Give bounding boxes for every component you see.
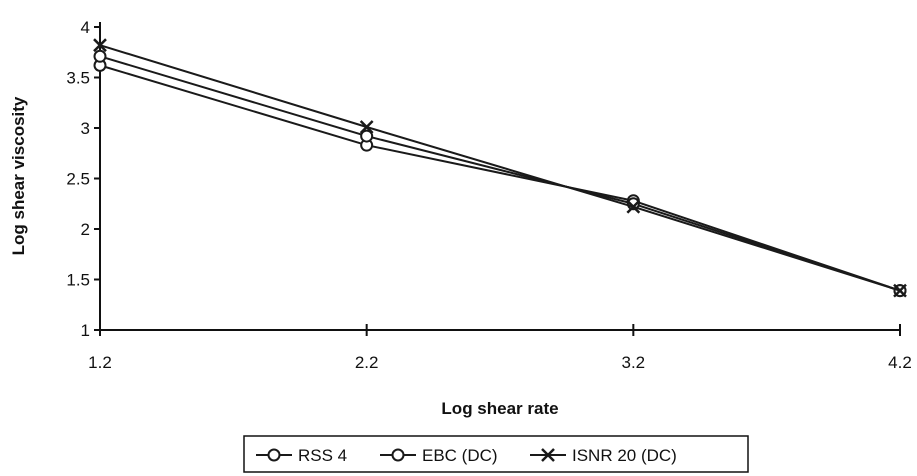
series-line [99,44,901,292]
data-point [626,199,641,214]
y-tick-label: 3 [81,119,90,138]
y-tick-label: 3.5 [66,69,90,88]
legend-items: RSS 4 EBC (DC) ISNR 20 (DC) [256,446,677,465]
data-point [360,129,374,143]
legend-item: ISNR 20 (DC) [530,446,677,465]
series-isnr-20-dc [93,38,907,298]
series-rss-4 [93,58,907,298]
x-axis: 1.2 2.2 3.2 4.2 [88,324,912,372]
y-axis-title: Log shear viscosity [9,96,28,255]
y-tick-label: 2 [81,220,90,239]
y-tick-label: 1 [81,321,90,340]
x-axis-title: Log shear rate [441,399,558,418]
data-point [93,49,107,63]
x-tick-label: 4.2 [888,353,912,372]
data-point [893,283,907,298]
legend-label: RSS 4 [298,446,347,465]
legend-label: EBC (DC) [422,446,498,465]
x-marker-stroke [893,283,907,298]
series-ebc-dc [93,49,907,298]
legend-label: ISNR 20 (DC) [572,446,677,465]
x-tick-label: 3.2 [622,353,646,372]
data-point [93,38,107,53]
legend-item: RSS 4 [256,446,347,465]
y-ticks: 1 1.5 2 2.5 3 3.5 4 [66,18,100,340]
x-ticks: 1.2 2.2 3.2 4.2 [88,324,912,372]
y-tick-label: 4 [81,18,90,37]
legend-marker [391,448,405,462]
x-marker-stroke [93,38,107,53]
y-tick-label: 1.5 [66,271,90,290]
legend-item: EBC (DC) [380,446,498,465]
data-point [359,120,374,134]
series-line [99,64,901,292]
x-marker-stroke [626,199,641,214]
legend: RSS 4 EBC (DC) ISNR 20 (DC) [243,435,749,473]
y-axis: 1 1.5 2 2.5 3 3.5 4 [66,18,101,340]
legend-marker [267,448,281,462]
series-line [99,55,901,292]
legend-marker [541,448,555,462]
legend-box [243,435,749,473]
x-marker-stroke [541,448,555,462]
y-tick-label: 2.5 [66,170,90,189]
x-marker-stroke [359,120,374,134]
x-tick-label: 2.2 [355,353,379,372]
x-tick-label: 1.2 [88,353,112,372]
series-layer [93,38,907,298]
